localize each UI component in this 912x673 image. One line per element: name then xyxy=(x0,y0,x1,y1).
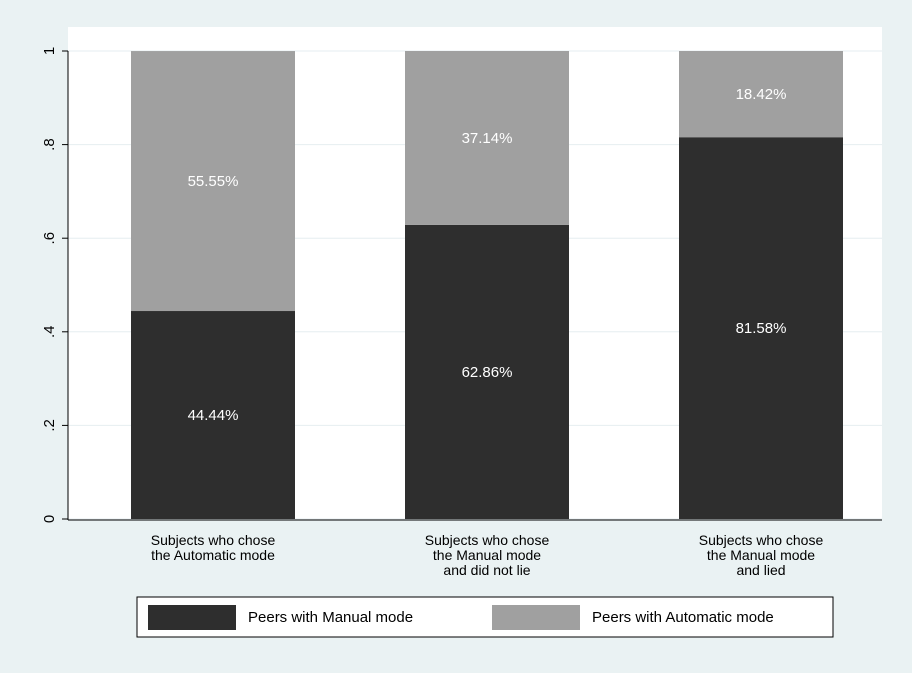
x-category-label: the Manual mode xyxy=(707,547,815,563)
y-tick-label: .2 xyxy=(41,419,58,432)
bar-value-label: 55.55% xyxy=(188,173,239,190)
bar-segment xyxy=(405,224,569,520)
legend-label: Peers with Manual mode xyxy=(248,609,413,626)
x-category-label: and lied xyxy=(736,562,785,578)
bar-segment xyxy=(131,51,295,312)
x-category-label: and did not lie xyxy=(443,562,530,578)
bar-segment xyxy=(679,137,843,519)
bar-value-label: 62.86% xyxy=(462,364,513,381)
y-tick-label: 1 xyxy=(41,47,58,55)
y-tick-label: 0 xyxy=(41,515,58,523)
x-category-label: the Manual mode xyxy=(433,547,541,563)
y-tick-label: .8 xyxy=(41,138,58,151)
bar-value-label: 81.58% xyxy=(736,320,787,337)
bar-value-label: 44.44% xyxy=(188,407,239,424)
legend-swatch xyxy=(148,605,236,630)
legend-box xyxy=(136,596,834,638)
legend-swatch xyxy=(492,605,580,630)
bar-value-label: 37.14% xyxy=(462,130,513,147)
x-category-label: the Automatic mode xyxy=(151,547,275,563)
bar-segment xyxy=(405,51,569,225)
x-category-label: Subjects who chose xyxy=(425,532,550,548)
x-category-label: Subjects who chose xyxy=(151,532,276,548)
x-category-label: Subjects who chose xyxy=(699,532,824,548)
y-tick-label: .6 xyxy=(41,232,58,245)
bar-value-label: 18.42% xyxy=(736,86,787,103)
y-tick-label: .4 xyxy=(41,326,58,339)
legend-label: Peers with Automatic mode xyxy=(592,609,774,626)
bar-segment xyxy=(131,311,295,519)
bar-segment xyxy=(679,51,843,138)
